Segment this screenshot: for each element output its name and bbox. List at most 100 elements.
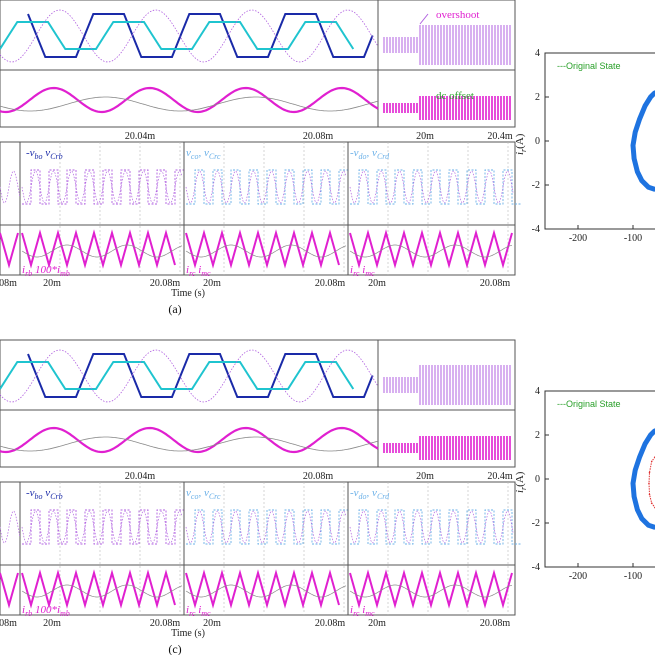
panel-0-voltage-sine-trace xyxy=(349,170,514,204)
panel-0-bottom-tick-5: 20m xyxy=(368,278,386,289)
panel-0-vcr-sine-trace xyxy=(0,9,379,63)
panel-1-burst-frame xyxy=(377,339,516,468)
panel-0-voltage-sine-trace xyxy=(21,170,183,204)
scatter-1-series-0-point xyxy=(648,432,653,438)
scatter-1-xtick: -200 xyxy=(569,571,587,582)
panel-1-bottom-tick-0: 08m xyxy=(0,618,17,629)
panel-1-voltage-sine-trace xyxy=(185,510,347,544)
panel-0-ir-sine-trace xyxy=(0,86,379,114)
scatter-1-series-0-point xyxy=(652,525,655,530)
panel-0-overshoot-label: overshoot xyxy=(436,9,479,21)
panel-0-cur-label-2: irc imc xyxy=(350,264,375,278)
scatter-1-series-0-point xyxy=(646,523,651,528)
panel-0-edge-current-trace xyxy=(0,232,19,269)
scatter-0-series-0-point xyxy=(633,130,638,135)
panel-0-bottom-tick-1: 20m xyxy=(43,278,61,289)
scatter-0-series-0-point xyxy=(646,185,651,190)
panel-1-tick-burst1: 20m xyxy=(416,471,434,482)
panel-1-voltage-square-trace xyxy=(186,509,348,545)
panel-0-sub-label-2: -vdo, vCrd xyxy=(350,147,390,161)
panel-0-voltage-square-trace xyxy=(186,169,348,205)
scatter-0-legend: ---Original State xyxy=(557,61,621,71)
panel-1-tick-wave: 20.04m xyxy=(125,471,156,482)
panel-1-sub-frame xyxy=(0,481,516,616)
panel-0-sub-frame xyxy=(0,141,516,276)
scatter-1-series-0-point xyxy=(652,428,655,433)
panel-1-bottom-tick-2: 20.08m xyxy=(150,618,181,629)
scatter-0-series-0-point xyxy=(642,103,648,109)
panel-0-voltage-sine-trace xyxy=(185,170,347,204)
scatter-1-xtick: -100 xyxy=(624,571,642,582)
panel-0-bottom-tick-3: 20m xyxy=(203,278,221,289)
panel-1-current-mag-trace xyxy=(185,584,347,598)
scatter-0-ylabel: ir(A) xyxy=(514,133,528,155)
scatter-1-series-1-point xyxy=(648,482,650,485)
scatter-1-series-0-point xyxy=(642,441,648,446)
panel-1-sub-label-2: -vdo, vCrd xyxy=(350,487,390,501)
panel-1-bottom-tick-5: 20m xyxy=(368,618,386,629)
panel-0-cur-label-0: irb 100*imb xyxy=(22,264,70,278)
scatter-0-series-0-point xyxy=(631,156,637,161)
scatter-0-frame xyxy=(544,52,655,230)
panel-1-bottom-tick-1: 20m xyxy=(43,618,61,629)
scatter-1-series-1-point xyxy=(648,493,651,496)
panel-0-im-sine-trace xyxy=(0,96,379,112)
scatter-1-ylabel: ir(A) xyxy=(514,471,528,493)
panel-1-tick-wave2: 20.08m xyxy=(303,471,334,482)
scatter-0-series-0-point xyxy=(639,178,644,183)
scatter-1-ytick: -4 xyxy=(532,562,540,573)
panel-0-current-triangle-trace xyxy=(185,229,340,269)
scatter-1-frame xyxy=(544,390,655,568)
scatter-1-legend: ---Original State xyxy=(557,399,621,409)
panel-0-sub-label-1: vco, vCrc xyxy=(186,147,221,161)
scatter-0-series-0-point xyxy=(635,169,640,174)
panel-1-bottom-tick-6: 20.08m xyxy=(480,618,511,629)
panel-1-voltage-sine-trace xyxy=(21,510,183,544)
panel-0-sub-label-0: -vbo vCrb xyxy=(26,147,63,161)
panel-0-bottom-tick-4: 20.08m xyxy=(315,278,346,289)
panel-0-current-mag-trace xyxy=(349,244,513,258)
panel-1-bottom-tick-4: 20.08m xyxy=(315,618,346,629)
panel-1-vcr-sine-trace xyxy=(0,349,379,403)
scatter-0-ytick: 2 xyxy=(535,92,540,103)
panel-1-sub-label-1: vco, vCrc xyxy=(186,487,221,501)
scatter-0-xtick: -100 xyxy=(624,233,642,244)
panel-1-voltage-sine-trace xyxy=(349,510,514,544)
panel-1-current-triangle-trace xyxy=(185,569,340,609)
panel-1-current-mag-trace xyxy=(349,584,513,598)
scatter-1-ytick: 0 xyxy=(535,474,540,485)
panel-1-cur-label-1: irc imc xyxy=(186,604,211,618)
scatter-1-series-0-point xyxy=(637,454,642,460)
scatter-0-ytick: -4 xyxy=(532,224,540,235)
panel-0-xlabel: Time (s) xyxy=(171,288,205,299)
panel-1-edge-current-trace xyxy=(0,572,19,609)
panel-1-cur-label-0: irb 100*imb xyxy=(22,604,70,618)
panel-1-ir-sine-trace xyxy=(0,426,379,454)
scatter-1-series-0-point xyxy=(630,481,636,486)
panel-1-vco-stair-trace xyxy=(0,361,355,390)
panel-0-voltage-square-trace xyxy=(350,169,521,205)
scatter-0-series-0-point xyxy=(652,187,655,192)
panel-0-caption: (a) xyxy=(168,302,181,316)
panel-0-dc-offset-label: dc offset xyxy=(436,90,474,102)
panel-0-tick-burst1: 20m xyxy=(416,131,434,142)
panel-1-im-sine-trace xyxy=(0,436,379,452)
panel-1-bottom-tick-3: 20m xyxy=(203,618,221,629)
scatter-0-ytick: 0 xyxy=(535,136,540,147)
panel-0-voltage-square-trace xyxy=(22,169,184,205)
panel-1-voltage-square-trace xyxy=(350,509,521,545)
panel-0-tick-burst2: 20.4m xyxy=(487,131,513,142)
scatter-1-series-1-point xyxy=(648,471,651,474)
panel-0-bottom-tick-0: 08m xyxy=(0,278,17,289)
panel-0-vco-stair-trace xyxy=(0,21,355,50)
scatter-1-ytick: 2 xyxy=(535,430,540,441)
panel-0-current-mag-trace xyxy=(185,244,347,258)
panel-1-voltage-square-trace xyxy=(22,509,184,545)
panel-1-current-triangle-trace xyxy=(349,569,513,609)
scatter-0-ytick: -2 xyxy=(532,180,540,191)
scatter-1-series-1-curve xyxy=(648,456,655,508)
panel-1-sub-label-0: -vbo vCrb xyxy=(26,487,63,501)
panel-1-xlabel: Time (s) xyxy=(171,628,205,639)
panel-0-current-triangle-trace xyxy=(21,229,176,269)
